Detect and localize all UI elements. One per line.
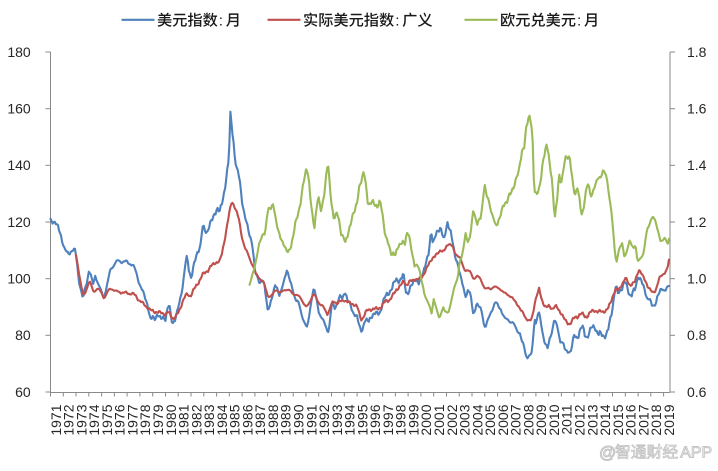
svg-text:1.8: 1.8: [687, 44, 707, 60]
svg-text:1973: 1973: [73, 404, 89, 435]
svg-text:2015: 2015: [610, 404, 626, 435]
svg-text:1974: 1974: [86, 404, 102, 435]
svg-text:2010: 2010: [546, 404, 562, 435]
svg-text:1976: 1976: [112, 404, 128, 435]
svg-text:APP: APP: [680, 445, 712, 462]
svg-text:2000: 2000: [418, 404, 434, 435]
svg-text:1994: 1994: [342, 404, 358, 435]
svg-text:1999: 1999: [405, 404, 421, 435]
svg-text:2001: 2001: [431, 404, 447, 435]
svg-text:1978: 1978: [137, 404, 153, 435]
svg-text:1975: 1975: [99, 404, 115, 435]
svg-text:1987: 1987: [252, 404, 268, 435]
svg-text::: :: [577, 13, 581, 30]
svg-text:2018: 2018: [648, 404, 664, 435]
svg-text:1991: 1991: [303, 404, 319, 435]
svg-text:2019: 2019: [661, 404, 677, 435]
svg-text:2016: 2016: [623, 404, 639, 435]
svg-text:0.6: 0.6: [687, 384, 707, 400]
svg-text:1997: 1997: [380, 404, 396, 435]
svg-text:2013: 2013: [584, 404, 600, 435]
svg-text:1986: 1986: [239, 404, 255, 435]
svg-text:2003: 2003: [457, 404, 473, 435]
svg-text:2009: 2009: [533, 404, 549, 435]
svg-text:2008: 2008: [520, 404, 536, 435]
svg-text:1971: 1971: [48, 404, 64, 435]
svg-text:2006: 2006: [495, 404, 511, 435]
svg-text:1977: 1977: [124, 404, 140, 435]
svg-text:1981: 1981: [176, 404, 192, 435]
svg-text:2017: 2017: [635, 404, 651, 435]
svg-text:0.8: 0.8: [687, 327, 707, 343]
svg-text:2004: 2004: [469, 404, 485, 435]
svg-text:60: 60: [15, 384, 31, 400]
svg-text:1980: 1980: [163, 404, 179, 435]
svg-text:1982: 1982: [188, 404, 204, 435]
svg-text:2014: 2014: [597, 404, 613, 435]
svg-text:1993: 1993: [329, 404, 345, 435]
svg-text:1979: 1979: [150, 404, 166, 435]
svg-text:1990: 1990: [291, 404, 307, 435]
svg-text:180: 180: [7, 44, 31, 60]
svg-text:1.6: 1.6: [687, 101, 707, 117]
svg-text:1984: 1984: [214, 404, 230, 435]
svg-text:100: 100: [7, 271, 31, 287]
svg-text:1996: 1996: [367, 404, 383, 435]
svg-text:140: 140: [7, 157, 31, 173]
svg-text:2007: 2007: [508, 404, 524, 435]
svg-text:1998: 1998: [393, 404, 409, 435]
svg-text:80: 80: [15, 327, 31, 343]
svg-text::: :: [219, 13, 223, 30]
svg-text:2002: 2002: [444, 404, 460, 435]
svg-text:2005: 2005: [482, 404, 498, 435]
svg-text:1.0: 1.0: [687, 271, 707, 287]
svg-text:120: 120: [7, 214, 31, 230]
svg-text:1995: 1995: [354, 404, 370, 435]
svg-text:1988: 1988: [265, 404, 281, 435]
svg-text:1.2: 1.2: [687, 214, 707, 230]
svg-text:1972: 1972: [61, 404, 77, 435]
svg-text:2011: 2011: [559, 404, 575, 434]
svg-text:@: @: [599, 443, 616, 462]
svg-text:1989: 1989: [278, 404, 294, 435]
svg-text:160: 160: [7, 101, 31, 117]
svg-text:2012: 2012: [572, 404, 588, 435]
svg-text:1.4: 1.4: [687, 157, 707, 173]
svg-text:1985: 1985: [227, 404, 243, 435]
svg-text:1992: 1992: [316, 404, 332, 435]
svg-text:1983: 1983: [201, 404, 217, 435]
svg-text::: :: [395, 13, 399, 30]
